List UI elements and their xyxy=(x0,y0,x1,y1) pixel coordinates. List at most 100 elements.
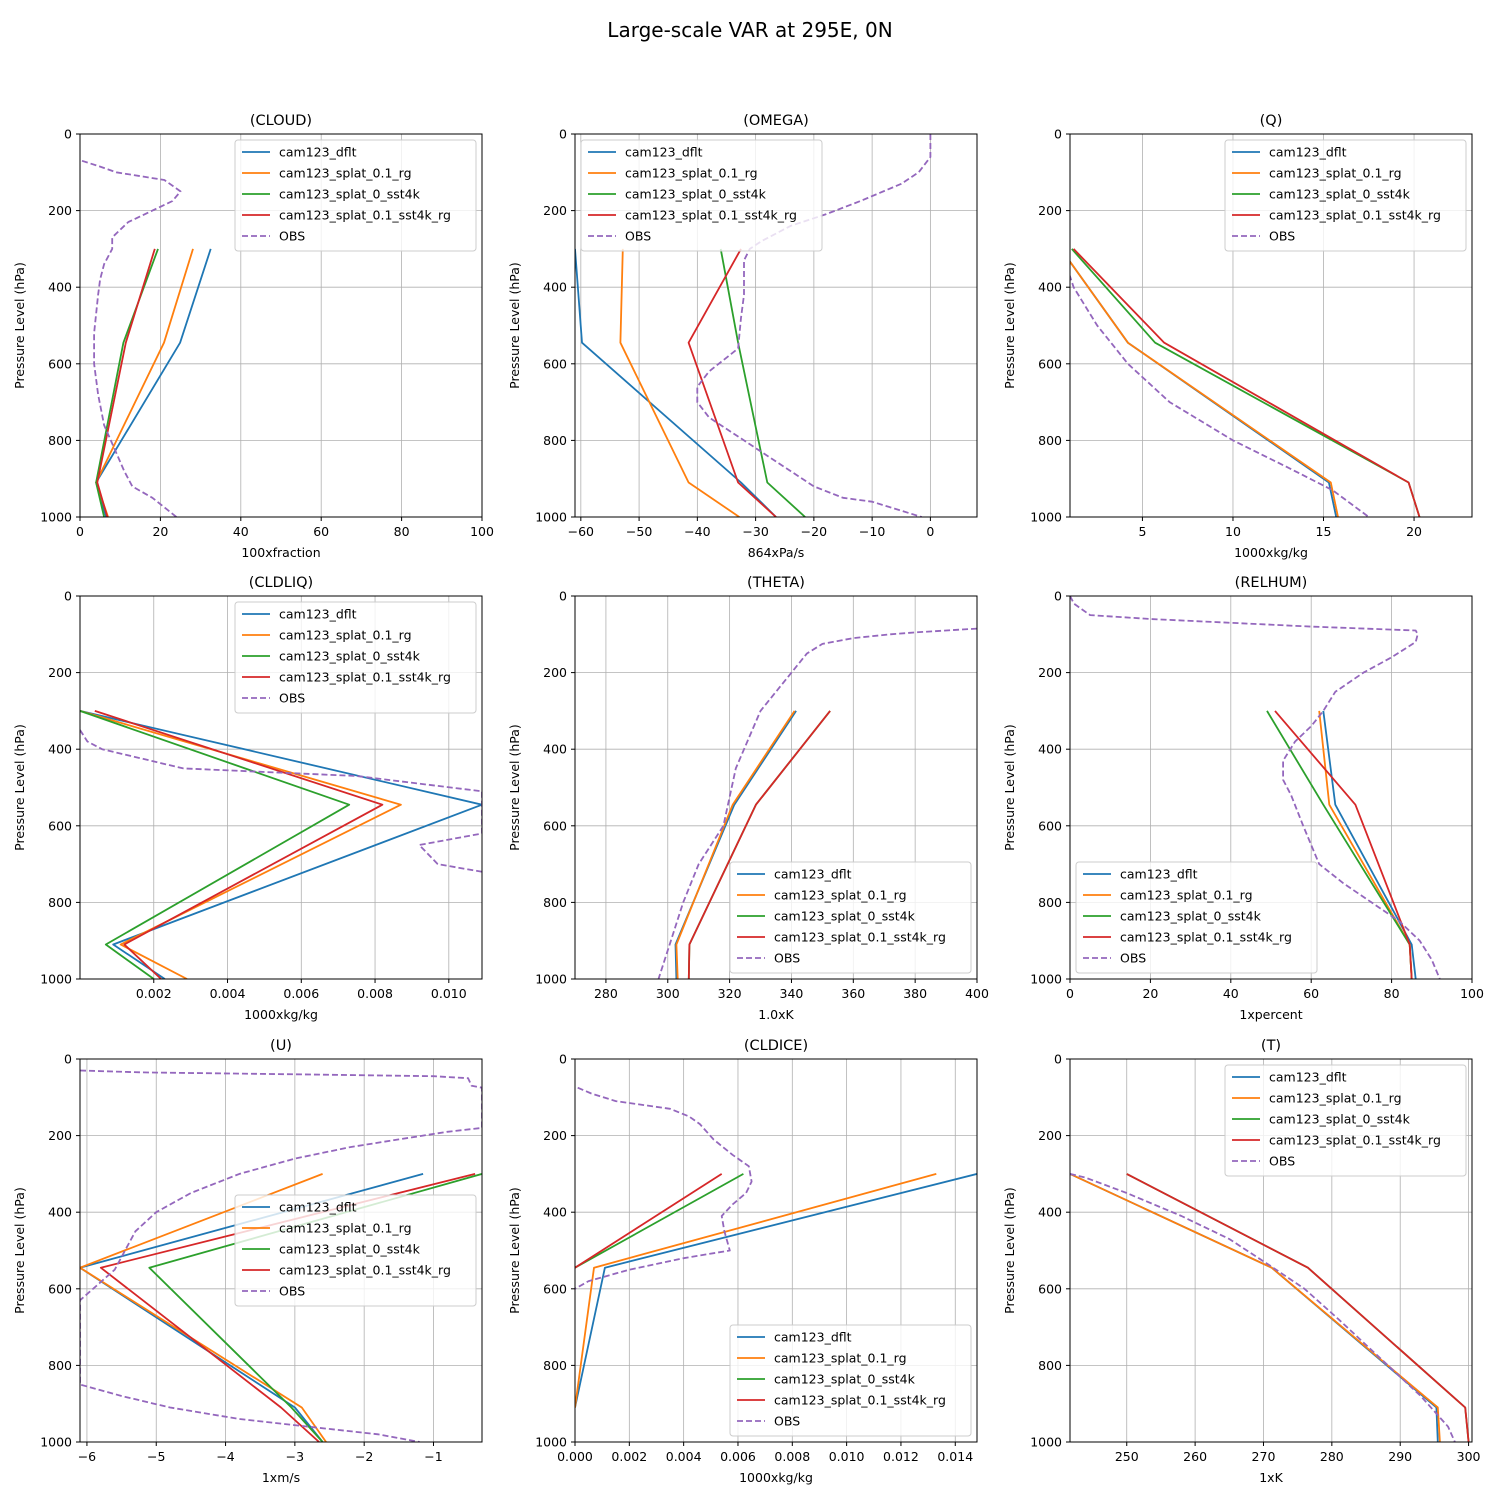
x-axis-label: 1000xkg/kg xyxy=(244,1007,318,1022)
y-tick-label: 200 xyxy=(48,1128,72,1143)
x-tick-label: −60 xyxy=(568,524,594,539)
series-line-cam123-splat-0-sst4k xyxy=(575,1173,744,1269)
series-line-cam123-splat-0-1-sst4k-rg xyxy=(1072,248,1421,517)
y-tick-label: 1000 xyxy=(535,510,567,525)
x-axis-label: 1xK xyxy=(1259,1470,1283,1485)
series-line-cam123-splat-0-1-rg xyxy=(675,710,796,979)
series-line-obs xyxy=(575,1086,753,1290)
legend-label: cam123_splat_0.1_rg xyxy=(1269,166,1402,181)
x-tick-label: −20 xyxy=(801,524,827,539)
legend: cam123_dflt cam123_splat_0.1_rg cam123_spl… xyxy=(1224,1064,1467,1177)
panel-title: (OMEGA) xyxy=(743,113,809,129)
y-tick-label: 400 xyxy=(48,280,72,295)
y-tick-label: 400 xyxy=(1038,280,1062,295)
y-tick-label: 600 xyxy=(1038,356,1062,371)
axes-frame xyxy=(574,133,978,518)
series-line-obs xyxy=(80,1069,482,1442)
x-tick-label: 320 xyxy=(718,986,742,1001)
y-tick-label: 200 xyxy=(543,1128,567,1143)
y-tick-label: 600 xyxy=(48,356,72,371)
legend-label: OBS xyxy=(625,229,651,244)
panel: (THETA) 280 300 320 340 360 380 400 0 200 400 600 80… xyxy=(507,575,989,1022)
legend-label: cam123_splat_0.1_sst4k_rg xyxy=(1269,208,1441,223)
x-tick-label: 0 xyxy=(76,524,84,539)
x-tick-label: 0.002 xyxy=(611,1449,647,1464)
series-line-cam123-splat-0-1-sst4k-rg xyxy=(96,248,156,517)
legend-label: OBS xyxy=(1269,1154,1295,1169)
axes-frame xyxy=(1069,1058,1473,1443)
x-tick-label: −4 xyxy=(216,1449,234,1464)
x-tick-label: 0.008 xyxy=(357,986,393,1001)
x-tick-label: 60 xyxy=(313,524,329,539)
y-tick-label: 0 xyxy=(64,1052,72,1067)
series-line-cam123-splat-0-1-sst4k-rg xyxy=(94,710,384,979)
legend-label: OBS xyxy=(279,1284,305,1299)
x-tick-label: 0.002 xyxy=(136,986,172,1001)
y-tick-label: 0 xyxy=(559,589,567,604)
x-tick-label: 0.006 xyxy=(720,1449,756,1464)
legend: cam123_dflt cam123_splat_0.1_rg cam123_spl… xyxy=(729,861,972,974)
legend-label: cam123_dflt xyxy=(1269,1070,1347,1085)
x-tick-label: 0.004 xyxy=(666,1449,702,1464)
legend-label: cam123_splat_0.1_rg xyxy=(1269,1091,1402,1106)
series-group xyxy=(1070,248,1421,517)
panel: (CLDICE) 0.000 0.002 0.004 0.006 0.008 0.010 0.… xyxy=(507,1038,978,1485)
legend-label: cam123_splat_0.1_sst4k_rg xyxy=(1120,930,1292,945)
legend-frame xyxy=(580,139,823,252)
series-line-cam123-splat-0-1-rg xyxy=(1070,1173,1441,1442)
legend: cam123_dflt cam123_splat_0.1_rg cam123_spl… xyxy=(234,1194,477,1307)
series-line-cam123-dflt xyxy=(95,248,212,517)
x-tick-label: 80 xyxy=(1384,986,1400,1001)
series-group xyxy=(80,710,482,979)
panel: (Q)5 10 15 20020040060080010001000xkg/kgPre… xyxy=(1002,113,1473,560)
x-axis-label: 1.0xK xyxy=(758,1007,794,1022)
x-axis-label: 864xPa/s xyxy=(748,545,805,560)
x-tick-label: 100 xyxy=(470,524,494,539)
series-line-obs xyxy=(80,729,482,873)
y-tick-label: 400 xyxy=(543,280,567,295)
y-tick-label: 800 xyxy=(1038,895,1062,910)
y-tick-label: 0 xyxy=(1054,589,1062,604)
y-tick-label: 0 xyxy=(559,127,567,142)
x-tick-label: −3 xyxy=(286,1449,304,1464)
legend-frame xyxy=(1075,861,1318,974)
legend-label: cam123_splat_0.1_rg xyxy=(279,1221,412,1236)
x-tick-label: −40 xyxy=(684,524,710,539)
x-tick-label: −1 xyxy=(424,1449,442,1464)
y-tick-label: 0 xyxy=(559,1052,567,1067)
y-tick-label: 0 xyxy=(1054,1052,1062,1067)
x-tick-label: 0 xyxy=(926,524,934,539)
legend-label: cam123_splat_0.1_rg xyxy=(1120,888,1253,903)
series-group xyxy=(1070,596,1441,979)
y-tick-label: 600 xyxy=(543,356,567,371)
x-axis-label: 1000xkg/kg xyxy=(1234,545,1308,560)
y-tick-label: 1000 xyxy=(40,510,72,525)
y-tick-label: 800 xyxy=(48,895,72,910)
y-tick-label: 1000 xyxy=(1030,972,1062,987)
series-line-obs xyxy=(1070,596,1441,979)
y-tick-label: 800 xyxy=(1038,433,1062,448)
x-tick-label: 250 xyxy=(1115,1449,1139,1464)
x-tick-label: 380 xyxy=(903,986,927,1001)
y-axis-label: Pressure Level (hPa) xyxy=(507,1187,522,1314)
y-axis-label: Pressure Level (hPa) xyxy=(1002,724,1017,851)
y-tick-label: 1000 xyxy=(535,972,567,987)
x-tick-label: −10 xyxy=(859,524,885,539)
y-tick-label: 200 xyxy=(1038,1128,1062,1143)
axes-frame xyxy=(1069,133,1473,518)
legend-label: OBS xyxy=(774,1414,800,1429)
legend-label: cam123_dflt xyxy=(279,607,357,622)
series-line-cam123-splat-0-1-sst4k-rg xyxy=(1274,710,1413,979)
panel-title: (CLDICE) xyxy=(744,1038,808,1054)
y-tick-label: 400 xyxy=(543,742,567,757)
legend: cam123_dflt cam123_splat_0.1_rg cam123_spl… xyxy=(234,139,477,252)
legend-label: cam123_splat_0.1_sst4k_rg xyxy=(279,208,451,223)
y-tick-label: 400 xyxy=(48,1205,72,1220)
panel: (CLDLIQ) 0.002 0.004 0.006 0.008 0.010 0 200 400… xyxy=(12,575,483,1022)
x-tick-label: 300 xyxy=(656,986,680,1001)
panel-title: (U) xyxy=(270,1038,292,1054)
panel: (T) 250 260 270 280 290 300 0 200 400 600 800 1000 1x… xyxy=(1002,1038,1481,1485)
y-tick-label: 600 xyxy=(1038,1281,1062,1296)
x-tick-label: 260 xyxy=(1183,1449,1207,1464)
